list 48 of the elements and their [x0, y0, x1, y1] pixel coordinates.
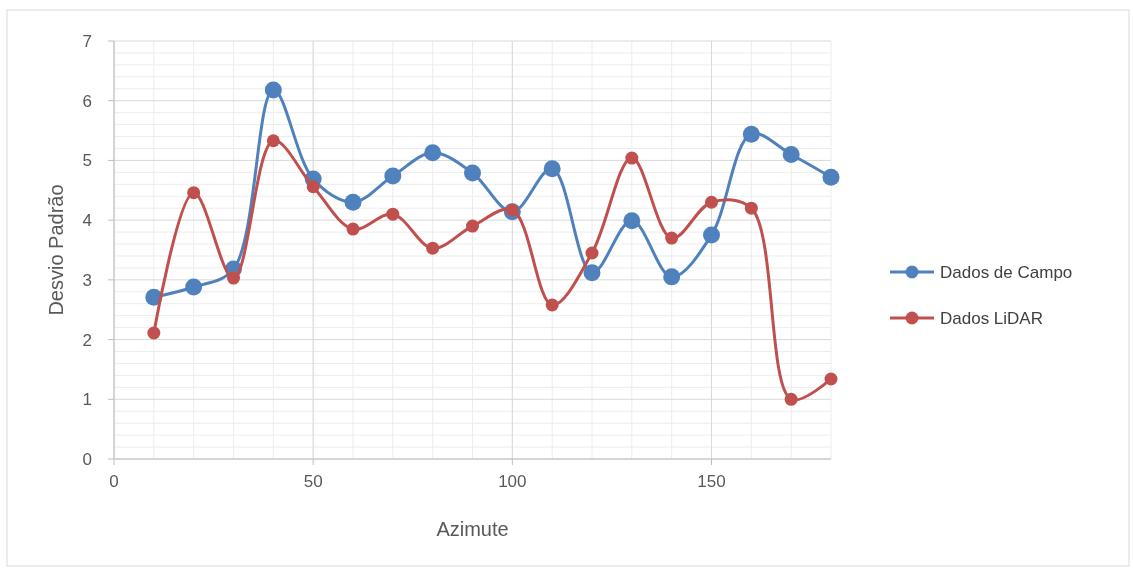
y-tick-label: 5 — [82, 151, 92, 171]
point — [625, 151, 639, 165]
y-tick-label: 6 — [82, 91, 92, 111]
point — [824, 372, 838, 386]
x-tick-label: 100 — [498, 472, 527, 491]
point — [264, 81, 282, 99]
point — [543, 160, 561, 178]
point — [344, 193, 362, 211]
point — [424, 144, 442, 162]
y-axis-title: Desvio Padrão — [45, 184, 67, 316]
point — [784, 392, 798, 406]
point — [346, 222, 360, 236]
point — [705, 195, 718, 209]
point — [147, 326, 161, 340]
point — [545, 298, 559, 312]
point — [464, 164, 481, 182]
x-axis-title: Azimute — [436, 518, 509, 540]
point — [663, 268, 681, 286]
point — [665, 231, 679, 245]
x-tick-label: 50 — [303, 472, 323, 491]
x-tick-label: 0 — [109, 472, 119, 491]
point — [703, 226, 720, 244]
point — [742, 125, 760, 143]
legend-label: Dados de Campo — [940, 263, 1073, 282]
legend-label: Dados LiDAR — [940, 309, 1043, 328]
point — [306, 180, 320, 194]
point — [266, 134, 280, 148]
point — [505, 203, 519, 217]
y-tick-label: 0 — [82, 450, 92, 469]
point — [623, 212, 641, 230]
point — [744, 201, 758, 215]
y-tick-label: 1 — [82, 390, 92, 410]
point — [583, 264, 601, 282]
y-tick-label: 3 — [82, 270, 92, 290]
point — [466, 219, 479, 233]
y-tick-label: 4 — [82, 211, 92, 231]
y-tick-label: 2 — [82, 330, 92, 350]
point — [227, 271, 240, 285]
point — [386, 207, 400, 221]
point — [822, 168, 840, 186]
point — [187, 186, 201, 200]
point — [185, 278, 203, 296]
point — [782, 145, 800, 163]
point — [384, 167, 402, 185]
point — [585, 246, 599, 260]
x-tick-label: 150 — [697, 472, 726, 491]
point — [426, 241, 440, 255]
y-tick-label: 7 — [82, 32, 92, 51]
